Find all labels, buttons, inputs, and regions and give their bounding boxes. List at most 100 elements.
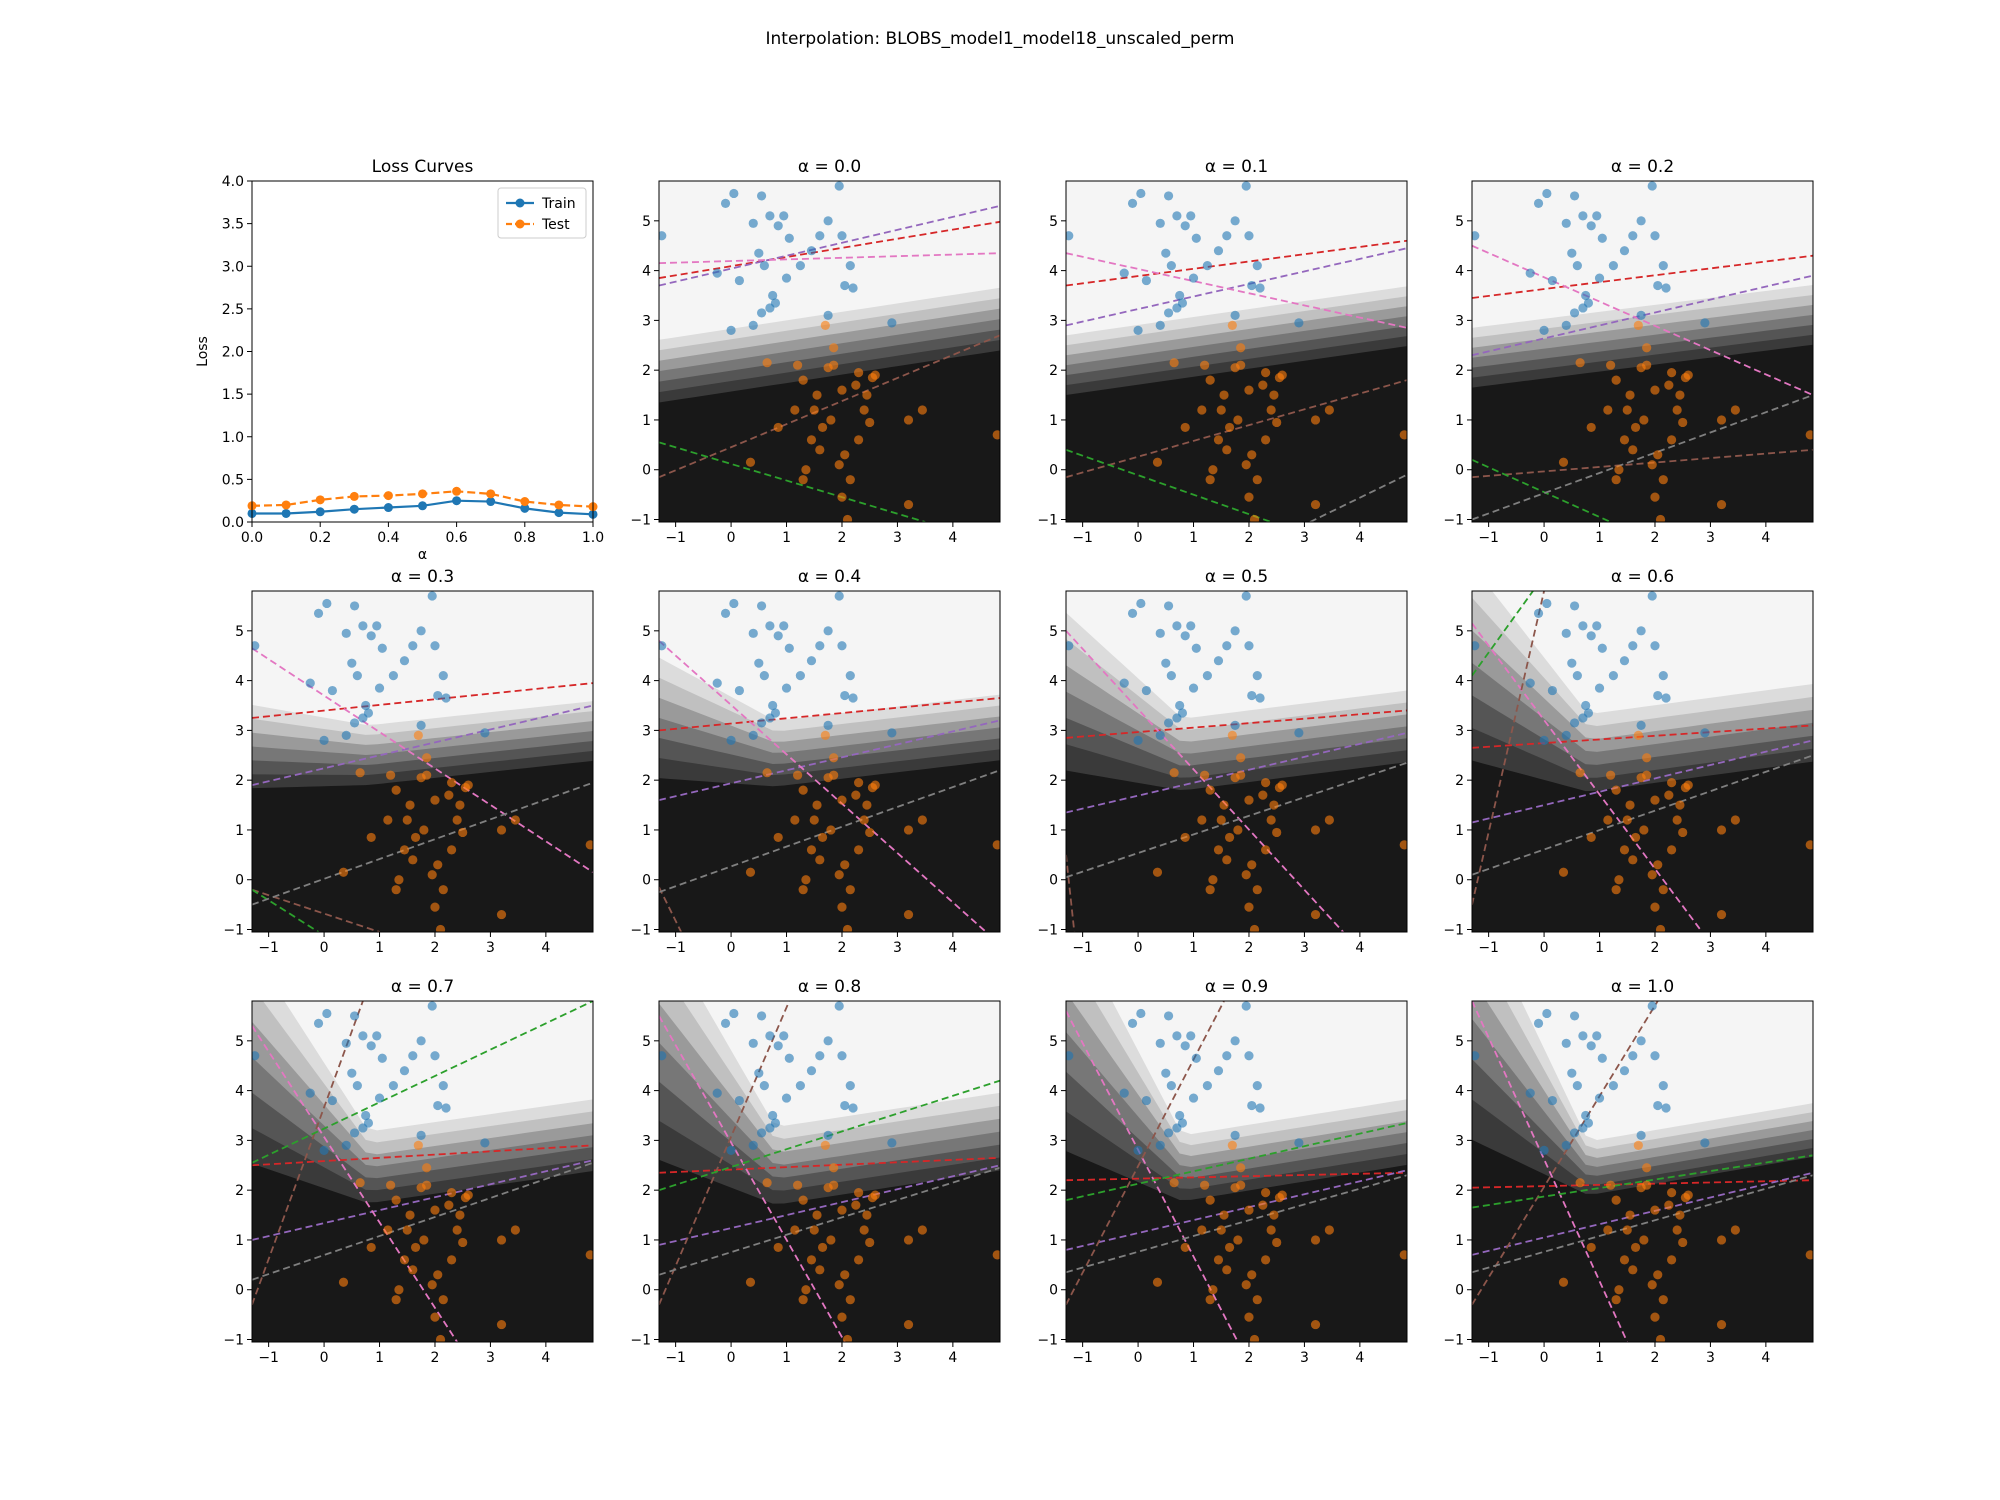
class1-point: [917, 1225, 927, 1235]
hyperplane-red: [1472, 254, 1813, 299]
class1-point: [1244, 1312, 1254, 1322]
class1-point: [1252, 1295, 1262, 1305]
hyperplane-purple: [252, 704, 593, 787]
panel-title: α = 0.6: [1611, 567, 1674, 587]
y-tick-label: 5: [642, 214, 651, 230]
x-tick-label: 2: [1245, 530, 1254, 546]
class0-point: [1241, 1001, 1251, 1011]
class1-point: [1244, 902, 1254, 912]
class1-point: [1205, 885, 1215, 895]
x-tick-label: 3: [1706, 530, 1715, 546]
class1-point: [1272, 417, 1282, 428]
decision-panel: −1 0 1 2 3 4 −1 0 1 2 3 4 5 α = 0.1: [1037, 157, 1408, 546]
class1-point: [1219, 390, 1229, 400]
class0-point: [1136, 1008, 1146, 1019]
series-point-test: [486, 489, 496, 499]
class1-point: [338, 1277, 349, 1287]
class0-point: [361, 1110, 371, 1121]
y-tick-label: 5: [235, 1034, 244, 1050]
class1-point: [419, 1235, 429, 1245]
class1-point: [829, 770, 839, 780]
hyperplane-brown: [659, 886, 682, 932]
x-tick-label: 1: [375, 1350, 384, 1366]
y-tick-label: −1: [630, 923, 651, 939]
class1-point: [1647, 870, 1657, 880]
class0-point: [1155, 730, 1165, 740]
class1-point: [1655, 924, 1666, 932]
class0-point: [1636, 310, 1646, 321]
hyperplane-purple: [1066, 731, 1407, 814]
class1-point: [1683, 780, 1693, 790]
y-tick-label: 5: [1455, 624, 1464, 640]
class1-point: [355, 768, 365, 778]
class0-point: [1597, 233, 1607, 243]
class1-point: [798, 785, 808, 795]
class0-point: [1661, 693, 1671, 703]
class0-point: [358, 1031, 368, 1041]
x-tick-label: 2: [1651, 940, 1660, 956]
x-tick-label: 1: [782, 940, 791, 956]
class0-point: [1294, 728, 1304, 738]
class0-point: [795, 671, 805, 681]
class0-point: [815, 641, 825, 651]
class0-point: [1244, 641, 1254, 651]
class0-point: [779, 1031, 789, 1041]
class1-point: [809, 1225, 819, 1235]
class1-point: [834, 1280, 844, 1290]
loss-legend: Train Test: [497, 187, 587, 239]
class0-point: [427, 1001, 437, 1011]
class0-point: [1647, 591, 1657, 601]
class0-point: [1581, 1110, 1591, 1121]
class1-point: [402, 1225, 412, 1235]
y-tick-label: 3: [1455, 723, 1464, 739]
x-tick-label: 0: [1134, 1350, 1143, 1366]
class0-point: [1586, 631, 1596, 641]
y-tick-label: 0: [642, 463, 651, 479]
class1-point: [413, 1140, 423, 1150]
class0-point: [1180, 631, 1190, 641]
class1-point: [1603, 815, 1613, 825]
class1-point: [812, 800, 822, 810]
legend-label-train: Train: [541, 196, 576, 212]
class1-point: [444, 1200, 454, 1210]
hyperplane-pink: [1066, 252, 1407, 329]
region-level: [1472, 344, 1813, 522]
class0-point: [399, 656, 410, 666]
class1-point: [845, 1295, 855, 1305]
class0-point: [1230, 216, 1240, 226]
class0-point: [1191, 643, 1201, 653]
x-tick-label: 2: [431, 940, 440, 956]
class1-point: [1716, 909, 1727, 920]
panel-frame: [1471, 1000, 1814, 1343]
class1-point: [410, 1242, 421, 1253]
class0-point: [430, 1051, 440, 1061]
class1-point: [870, 780, 880, 790]
class1-point: [355, 1178, 365, 1188]
class1-point: [1219, 800, 1229, 810]
class0-point: [1542, 598, 1552, 609]
class1-point: [1227, 1140, 1237, 1150]
class1-point: [745, 457, 756, 467]
class1-point: [793, 770, 803, 780]
hyperplane-pink: [1066, 630, 1344, 932]
y-tick-label: 2: [1049, 773, 1058, 789]
x-tick-label: 1: [1595, 1350, 1604, 1366]
class0-point: [341, 1038, 351, 1048]
y-tick-label: 4.0: [222, 174, 244, 190]
class1-point: [1633, 320, 1643, 330]
class0-point: [779, 621, 789, 631]
class1-point: [1200, 770, 1210, 780]
class0-point: [1163, 718, 1174, 728]
class1-point: [1208, 875, 1218, 885]
y-tick-label: 0: [1455, 463, 1464, 479]
class0-point: [1166, 261, 1176, 271]
class1-point: [837, 1205, 847, 1215]
class1-point: [455, 800, 465, 810]
panel-plot-area: [1066, 181, 1407, 522]
class0-point: [1252, 1081, 1262, 1091]
y-tick-label: 1.0: [222, 430, 244, 446]
class1-point: [1213, 1255, 1224, 1265]
x-tick-label: 3: [893, 940, 902, 956]
class1-point: [870, 370, 880, 380]
x-tick-label: −1: [258, 940, 279, 956]
